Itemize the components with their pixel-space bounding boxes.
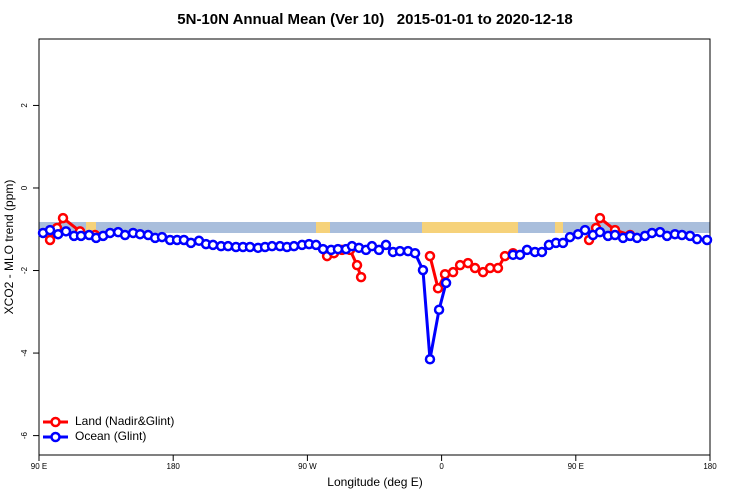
y-tick-label: 0 — [20, 185, 29, 190]
legend-label: Land (Nadir&Glint) — [75, 414, 174, 428]
data-point — [394, 245, 406, 257]
data-point — [60, 226, 72, 237]
data-point — [536, 246, 548, 258]
data-point — [424, 354, 436, 365]
data-point — [701, 234, 713, 246]
y-tick-label: -4 — [20, 349, 29, 357]
data-point — [424, 250, 436, 262]
data-point — [557, 237, 569, 249]
data-point — [134, 228, 146, 240]
data-point — [409, 247, 421, 259]
data-point — [579, 224, 591, 236]
land-band — [86, 222, 96, 233]
data-point — [373, 244, 385, 256]
data-point — [332, 243, 344, 255]
data-point — [432, 283, 444, 294]
data-point — [646, 227, 658, 239]
chart-title: 5N-10N Annual Mean (Ver 10) 2015-01-01 t… — [177, 11, 572, 28]
y-tick-label: 2 — [20, 103, 29, 108]
legend-label: Ocean (Glint) — [75, 429, 146, 443]
y-tick-label: -2 — [20, 266, 29, 274]
data-point — [691, 233, 703, 245]
data-point — [75, 230, 87, 242]
data-point — [380, 239, 392, 251]
x-tick-label: 90 W — [298, 462, 317, 471]
land-band — [555, 222, 563, 233]
data-point — [44, 234, 56, 246]
land-band — [316, 222, 330, 233]
legend-marker — [50, 431, 61, 443]
data-point — [439, 268, 451, 280]
data-point — [317, 243, 329, 255]
x-tick-label: 180 — [703, 462, 717, 471]
data-point — [417, 264, 429, 276]
plot-frame — [38, 38, 711, 456]
data-point — [119, 229, 131, 241]
data-point — [492, 262, 504, 274]
data-point — [594, 226, 606, 238]
data-point — [564, 231, 576, 243]
x-tick-label: 180 — [167, 462, 181, 471]
y-tick-label: -6 — [20, 432, 29, 440]
legend-marker — [50, 416, 61, 428]
land-band — [422, 222, 518, 233]
data-point — [104, 227, 116, 239]
data-point — [57, 212, 69, 224]
data-point — [440, 277, 452, 289]
data-point — [156, 231, 168, 243]
y-axis-label: XCO2 - MLO trend (ppm) — [2, 180, 16, 315]
data-point — [447, 266, 459, 278]
data-point — [244, 241, 256, 253]
data-point — [351, 259, 363, 271]
data-point — [185, 237, 197, 249]
data-point — [609, 229, 621, 241]
data-point — [207, 239, 219, 251]
x-tick-label: 0 — [439, 462, 444, 471]
data-point — [355, 271, 367, 283]
data-point — [469, 262, 481, 274]
data-point — [499, 250, 511, 262]
data-point — [44, 224, 56, 236]
x-tick-label: 90 E — [568, 462, 584, 471]
data-point — [433, 304, 445, 315]
x-axis-label: Longitude (deg E) — [327, 475, 422, 489]
data-point — [462, 257, 474, 269]
data-point — [288, 240, 300, 252]
x-tick-label: 90 E — [31, 462, 47, 471]
data-point — [514, 249, 526, 261]
data-point — [676, 229, 688, 241]
data-point — [594, 212, 606, 224]
map-band — [39, 222, 710, 233]
